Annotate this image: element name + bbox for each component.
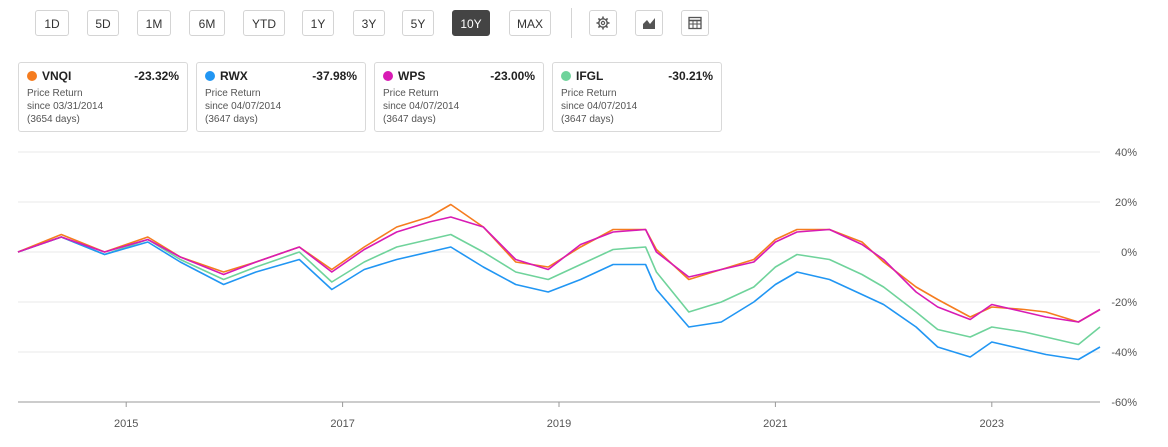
x-tick-label: 2021 xyxy=(763,418,787,430)
return-type-label: Price Return xyxy=(27,88,83,99)
series-lines xyxy=(17,203,1101,361)
price-return-chart: 2015 2017 2019 2021 2023 40% 20% 0% -20% -40% -60… xyxy=(17,147,1137,430)
table-view-button[interactable] xyxy=(681,10,709,36)
legend-card-ifgl[interactable]: IFGL -30.21% Price Return since 04/07/20… xyxy=(552,62,722,132)
x-tick-label: 2017 xyxy=(330,418,354,430)
days-count: (3647 days) xyxy=(383,114,436,125)
area-chart-icon xyxy=(643,18,655,29)
range-button-ytd[interactable]: YTD xyxy=(243,10,285,36)
range-button-5d[interactable]: 5D xyxy=(87,10,119,36)
since-date: since 04/07/2014 xyxy=(383,101,460,112)
series-color-dot xyxy=(27,71,37,81)
days-count: (3654 days) xyxy=(27,114,80,125)
ticker-label: WPS xyxy=(398,69,426,83)
y-tick-label: 40% xyxy=(1115,147,1137,159)
series-line-wps xyxy=(17,216,1101,323)
x-axis: 2015 2017 2019 2021 2023 xyxy=(18,401,1100,430)
y-tick-label: 20% xyxy=(1115,197,1137,209)
range-button-5y[interactable]: 5Y xyxy=(402,10,434,36)
range-button-3y[interactable]: 3Y xyxy=(353,10,385,36)
since-date: since 04/07/2014 xyxy=(561,101,638,112)
series-color-dot xyxy=(383,71,393,81)
series-line-rwx xyxy=(17,236,1101,361)
x-tick-label: 2023 xyxy=(980,418,1004,430)
return-value: -37.98% xyxy=(312,69,357,83)
x-tick-label: 2015 xyxy=(114,418,138,430)
since-date: since 04/07/2014 xyxy=(205,101,282,112)
legend-card-rwx[interactable]: RWX -37.98% Price Return since 04/07/201… xyxy=(196,62,366,132)
toolbar-divider xyxy=(571,8,572,38)
days-count: (3647 days) xyxy=(561,114,614,125)
range-button-1d[interactable]: 1D xyxy=(35,10,69,36)
ticker-label: VNQI xyxy=(42,69,72,83)
return-value: -23.00% xyxy=(490,69,535,83)
ticker-label: IFGL xyxy=(576,69,604,83)
series-color-dot xyxy=(561,71,571,81)
legend-card-vnqi[interactable]: VNQI -23.32% Price Return since 03/31/20… xyxy=(18,62,188,132)
return-value: -30.21% xyxy=(668,69,713,83)
return-type-label: Price Return xyxy=(383,88,439,99)
return-type-label: Price Return xyxy=(205,88,261,99)
y-tick-label: -40% xyxy=(1111,347,1137,359)
range-button-1y[interactable]: 1Y xyxy=(302,10,334,36)
legend-card-wps[interactable]: WPS -23.00% Price Return since 04/07/201… xyxy=(374,62,544,132)
gear-icon xyxy=(596,16,610,30)
settings-button[interactable] xyxy=(589,10,617,36)
series-line-vnqi xyxy=(17,203,1101,323)
table-icon xyxy=(688,16,702,30)
series-color-dot xyxy=(205,71,215,81)
return-type-label: Price Return xyxy=(561,88,617,99)
chart-type-button[interactable] xyxy=(635,10,663,36)
ticker-label: RWX xyxy=(220,69,248,83)
y-tick-label: -20% xyxy=(1111,297,1137,309)
y-tick-label: 0% xyxy=(1121,247,1137,259)
range-button-1m[interactable]: 1M xyxy=(137,10,171,36)
since-date: since 03/31/2014 xyxy=(27,101,104,112)
series-line-ifgl xyxy=(17,233,1101,346)
return-value: -23.32% xyxy=(134,69,179,83)
x-tick-label: 2019 xyxy=(547,418,571,430)
y-axis: 40% 20% 0% -20% -40% -60% xyxy=(1111,147,1137,409)
days-count: (3647 days) xyxy=(205,114,258,125)
range-button-6m[interactable]: 6M xyxy=(189,10,225,36)
range-button-max[interactable]: MAX xyxy=(509,10,551,36)
y-tick-label: -60% xyxy=(1111,397,1137,409)
grid xyxy=(18,151,1100,403)
range-button-10y[interactable]: 10Y xyxy=(452,10,490,36)
